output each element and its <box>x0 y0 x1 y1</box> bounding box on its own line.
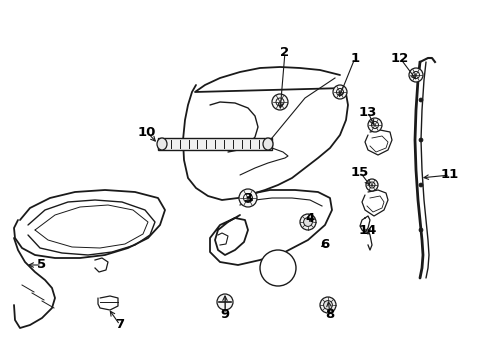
Text: 15: 15 <box>350 166 368 179</box>
Circle shape <box>332 85 346 99</box>
Circle shape <box>412 72 419 78</box>
Text: 2: 2 <box>280 45 289 58</box>
Bar <box>158 138 271 150</box>
Text: 10: 10 <box>138 126 156 139</box>
Circle shape <box>299 214 315 230</box>
Text: 3: 3 <box>243 192 252 204</box>
Circle shape <box>418 138 422 142</box>
Circle shape <box>275 98 284 106</box>
Circle shape <box>418 183 422 187</box>
Circle shape <box>239 189 257 207</box>
Circle shape <box>367 118 381 132</box>
Text: 14: 14 <box>358 224 376 237</box>
Text: 6: 6 <box>320 238 329 252</box>
Ellipse shape <box>263 138 272 150</box>
Circle shape <box>260 250 295 286</box>
Text: 11: 11 <box>440 168 458 181</box>
Circle shape <box>418 98 422 102</box>
Circle shape <box>303 217 312 226</box>
Circle shape <box>271 94 287 110</box>
Ellipse shape <box>157 138 167 150</box>
Circle shape <box>408 68 422 82</box>
Text: 4: 4 <box>305 211 314 225</box>
Circle shape <box>371 122 378 129</box>
Text: 12: 12 <box>390 51 408 64</box>
Circle shape <box>418 228 422 232</box>
Text: 5: 5 <box>38 258 46 271</box>
Circle shape <box>365 179 377 191</box>
Text: 13: 13 <box>358 105 376 118</box>
Text: 7: 7 <box>115 319 124 332</box>
Circle shape <box>323 301 332 309</box>
Circle shape <box>319 297 335 313</box>
Text: 1: 1 <box>350 51 359 64</box>
Circle shape <box>217 294 232 310</box>
Circle shape <box>243 194 252 202</box>
Text: 9: 9 <box>220 309 229 321</box>
Text: 8: 8 <box>325 309 334 321</box>
Circle shape <box>336 89 343 95</box>
Circle shape <box>368 182 374 188</box>
